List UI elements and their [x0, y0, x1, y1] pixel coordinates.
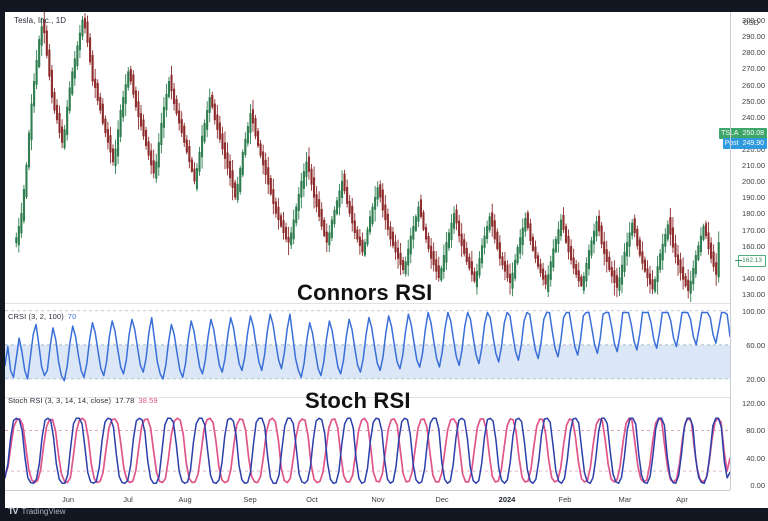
crsi-legend-name: CRSI (3, 2, 100): [8, 312, 64, 321]
price-axis-tick: 260.00: [742, 80, 765, 90]
price-axis-tick: 280.00: [742, 48, 765, 58]
price-axis-tick: 240.00: [742, 112, 765, 122]
stoch-rsi-pane[interactable]: [5, 398, 730, 490]
price-tag-post-name: Post: [724, 139, 739, 147]
tradingview-logo-icon: TV: [8, 506, 18, 516]
time-axis-tick: Feb: [558, 495, 572, 504]
connors-rsi-series: [5, 310, 730, 382]
price-tag-post-value: 249.90: [742, 139, 764, 147]
crsi-legend[interactable]: CRSI (3, 2, 100) 70: [8, 312, 76, 321]
time-axis-tick: Jul: [123, 495, 133, 504]
price-axis-tick: 140.00: [742, 273, 765, 283]
price-axis-tick: 250.00: [742, 96, 765, 106]
price-axis-tick: 170.00: [742, 225, 765, 235]
crsi-legend-value: 70: [67, 312, 77, 321]
price-tag-tsla-value: 250.08: [742, 129, 764, 137]
crsi-axis-tick: 60.00: [746, 340, 765, 350]
price-tag-low: 162.13: [735, 255, 766, 267]
tradingview-label: TradingView: [21, 506, 66, 516]
price-axis-tick: 160.00: [742, 241, 765, 251]
candlestick-series: [15, 12, 720, 302]
price-axis-tick: 200.00: [742, 177, 765, 187]
time-axis-tick: Nov: [371, 495, 385, 504]
time-axis[interactable]: Jun Jul Aug Sep Oct Nov Dec 2024 Feb Mar Apr: [5, 490, 768, 508]
price-axis-tick: 220.00: [742, 144, 765, 154]
connors-rsi-title: Connors RSI: [297, 280, 433, 305]
price-tag-tsla: TSLA250.08: [719, 128, 767, 139]
crsi-axis-tick: 100.00: [742, 306, 765, 316]
price-tag-post: Post 249.90: [722, 138, 767, 149]
price-tag-tsla-name: TSLA: [721, 130, 739, 137]
time-axis-tick: 2024: [498, 495, 516, 504]
chart-panes[interactable]: [5, 12, 730, 490]
price-axis-tick: 290.00: [742, 32, 765, 42]
price-axis-tick: 270.00: [742, 64, 765, 74]
crsi-axis-tick: 20.00: [746, 374, 765, 384]
time-axis-separator: [5, 490, 730, 491]
time-axis-tick: Jun: [61, 495, 75, 504]
stoch-legend-name: Stoch RSI (3, 3, 14, 14, close): [8, 396, 112, 405]
price-axis-tick: 130.00: [742, 289, 765, 299]
time-axis-tick: Aug: [178, 495, 192, 504]
pane-divider-price-crsi[interactable]: [5, 303, 730, 304]
time-axis-tick: Oct: [306, 495, 318, 504]
price-axis-tick: 210.00: [742, 161, 765, 171]
pane-divider-crsi-stoch[interactable]: [5, 397, 730, 398]
stoch-legend[interactable]: Stoch RSI (3, 3, 14, 14, close) 17.78 38.5…: [8, 396, 158, 405]
price-axis-separator: [730, 12, 731, 490]
price-axis-tick: 180.00: [742, 209, 765, 219]
stoch-rsi-series: [5, 417, 730, 484]
stoch-axis-tick: 80.00: [746, 426, 765, 436]
price-tag-low-tick: [735, 260, 743, 261]
stoch-axis-tick: 0.00: [750, 480, 765, 490]
price-axis-tick: 300.00: [742, 16, 765, 26]
time-axis-tick: Mar: [618, 495, 632, 504]
price-axis[interactable]: USD 300.00 290.00 280.00 270.00 260.00 250.00…: [719, 12, 768, 490]
price-axis-unit: USD: [743, 18, 759, 27]
price-pane[interactable]: [5, 12, 730, 302]
symbol-legend[interactable]: Tesla, Inc., 1D: [14, 16, 67, 25]
stoch-axis-tick: 40.00: [746, 453, 765, 463]
stoch-axis-tick: 120.00: [742, 399, 765, 409]
price-tag-low-value: 162.13: [742, 257, 762, 264]
price-axis-tick: 190.00: [742, 193, 765, 203]
time-axis-tick: Apr: [676, 495, 688, 504]
tradingview-branding[interactable]: TV TradingView: [8, 506, 66, 516]
connors-rsi-pane[interactable]: [5, 304, 730, 396]
stoch-legend-k: 17.78: [115, 396, 135, 405]
stoch-legend-d: 38.59: [138, 396, 158, 405]
time-axis-tick: Sep: [243, 495, 257, 504]
time-axis-tick: Dec: [435, 495, 449, 504]
stoch-rsi-title: Stoch RSI: [305, 388, 411, 413]
